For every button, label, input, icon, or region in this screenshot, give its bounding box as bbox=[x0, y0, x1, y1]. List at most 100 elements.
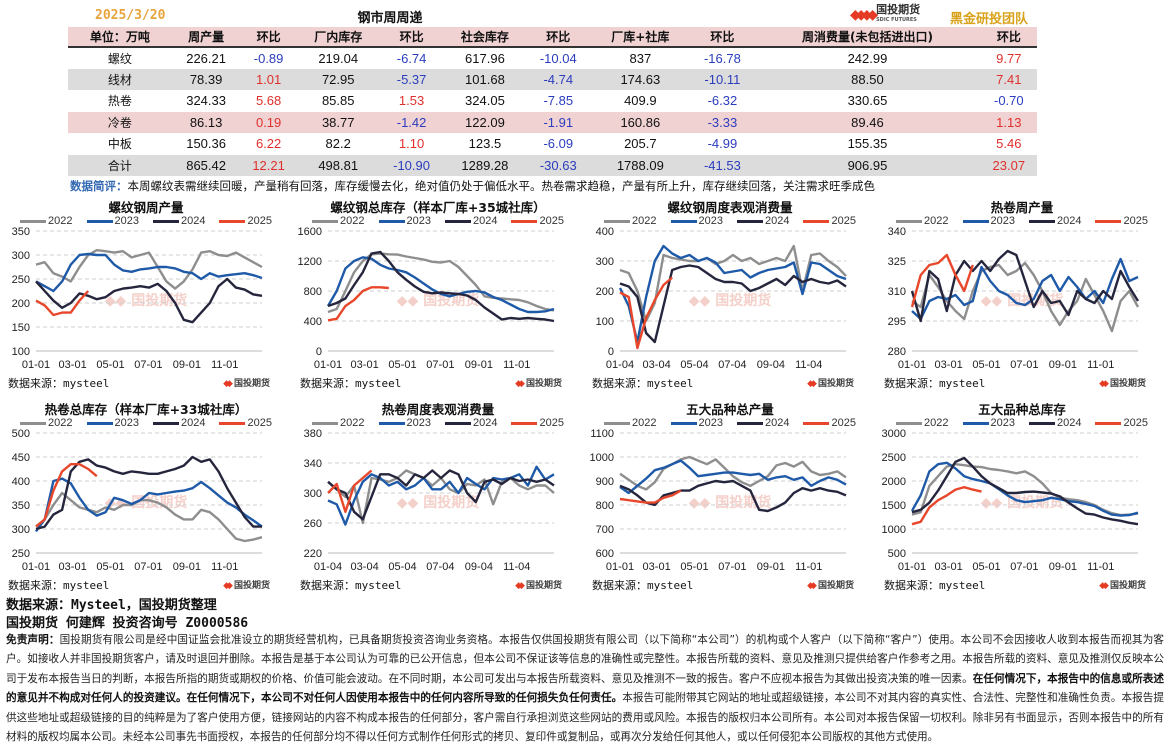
change-cell: -4.99 bbox=[707, 136, 738, 152]
x-tick-label: 03-04 bbox=[643, 359, 671, 371]
legend-label: 2022 bbox=[632, 215, 657, 227]
column-header: 周消费量(未包括进出口) bbox=[754, 27, 981, 48]
x-tick-label: 03-01 bbox=[935, 359, 963, 371]
y-tick-label: 400 bbox=[304, 316, 322, 328]
y-tick-label: 340 bbox=[888, 226, 906, 238]
watermark-logo: ◆◆ 国投期货 bbox=[980, 293, 1064, 309]
legend-label: 2023 bbox=[990, 417, 1015, 429]
value-cell: 1289.28 bbox=[443, 154, 527, 176]
value-cell: 865.42 bbox=[171, 154, 241, 176]
column-header: 环比 bbox=[690, 27, 755, 48]
series-line-2023 bbox=[35, 477, 263, 533]
legend-label: 2024 bbox=[1057, 215, 1082, 227]
y-tick-label: 3000 bbox=[882, 428, 906, 440]
legend-swatch bbox=[378, 421, 405, 425]
x-tick-label: 01-04 bbox=[314, 561, 342, 573]
x-tick-label: 07-01 bbox=[426, 359, 454, 371]
change-cell: -7.85 bbox=[543, 93, 574, 109]
chart-plot: 100 150 200 250 300 350 01-01 03-01 05-01 07-01 09… bbox=[12, 226, 263, 371]
legend-label: 2024 bbox=[1057, 417, 1082, 429]
change-cell: -3.33 bbox=[690, 111, 755, 133]
legend-swatch bbox=[511, 219, 538, 223]
y-tick-label: 310 bbox=[888, 286, 906, 298]
disclaimer-text-1: 国投期货有限公司是经中国证监会批准设立的期货经营机构，已具备期货投资咨询业务资格… bbox=[6, 634, 1164, 685]
x-tick-label: 01-01 bbox=[898, 359, 926, 371]
mini-logo: ◆◆ 国投期货 bbox=[1099, 581, 1146, 591]
value-cell: 86.13 bbox=[171, 111, 241, 133]
y-tick-label: 220 bbox=[304, 548, 322, 560]
change-cell: 5.68 bbox=[255, 93, 282, 109]
line-chart: 热卷总库存（样本厂库+33城社库） 2022 2023 2024 2025 ◆◆ 国投… bbox=[0, 397, 292, 592]
legend-item: 2025 bbox=[803, 417, 856, 429]
x-tick-label: 07-04 bbox=[718, 359, 746, 371]
line-chart: 热卷周产量 2022 2023 2024 2025 ◆◆ 国投期货 数据来源：myst… bbox=[876, 195, 1168, 390]
series-line-2025 bbox=[35, 290, 90, 317]
series-line-2023 bbox=[326, 256, 555, 314]
legend-item: 2022 bbox=[312, 215, 365, 227]
chart-title: 螺纹钢周产量 bbox=[108, 200, 184, 215]
legend-swatch bbox=[1029, 219, 1055, 223]
y-tick-label: 1000 bbox=[590, 452, 614, 464]
value-cell: 174.63 bbox=[590, 68, 691, 90]
legend-swatch bbox=[737, 219, 763, 223]
y-tick-label: 325 bbox=[888, 256, 906, 268]
x-tick-label: 05-01 bbox=[388, 359, 416, 371]
chart-plot: 220 260 300 340 380 01-04 03-04 05-04 07-04 09-04… bbox=[304, 428, 555, 573]
mini-logo: ◆◆ 国投期货 bbox=[807, 581, 854, 591]
chart-source: 数据来源：mysteel bbox=[8, 377, 110, 390]
y-tick-label: 1500 bbox=[882, 500, 906, 512]
x-tick-label: 05-01 bbox=[972, 561, 1000, 573]
series-line-2022 bbox=[35, 249, 263, 290]
chart-source: 数据来源：mysteel bbox=[592, 377, 694, 390]
legend-label: 2023 bbox=[406, 417, 431, 429]
row-name: 螺纹 bbox=[107, 51, 132, 66]
legend-item: 2023 bbox=[962, 215, 1015, 227]
row-name: 热卷 bbox=[107, 94, 132, 109]
mini-logo: ◆◆ 国投期货 bbox=[1099, 379, 1146, 389]
chart-legend: 2022 2023 2024 2025 bbox=[0, 215, 292, 227]
x-tick-label: 09-01 bbox=[757, 561, 785, 573]
legend-item: 2025 bbox=[219, 417, 272, 429]
x-tick-label: 03-01 bbox=[351, 359, 379, 371]
series-line-2025 bbox=[910, 253, 974, 308]
y-tick-label: 300 bbox=[12, 524, 30, 536]
y-tick-label: 280 bbox=[888, 346, 906, 358]
legend-item: 2025 bbox=[511, 417, 564, 429]
legend-label: 2025 bbox=[247, 215, 272, 227]
x-tick-label: 11-04 bbox=[503, 561, 530, 573]
disclaimer: 免责声明：国投期货有限公司是经中国证监会批准设立的期货经营机构，已具备期货投资咨… bbox=[6, 631, 1164, 747]
y-tick-label: 700 bbox=[596, 524, 614, 536]
disclaimer-bold: 在任何情况下，本报告中的信息或所表述的意见并不构成对任何人的投资建议。在任何情况… bbox=[6, 672, 1164, 705]
chart-legend: 2022 2023 2024 2025 bbox=[292, 215, 584, 227]
table-row: 冷卷 86.13 0.19 38.77 -1.42 122.09 -1.91 160.86 -3… bbox=[68, 111, 1037, 133]
disclaimer-text-2: 本报告可能附带其它网站的地址或超级链接，本公司不对其内容的真实性、合法性、完整性… bbox=[6, 692, 1164, 744]
x-tick-label: 01-01 bbox=[606, 561, 634, 573]
line-chart: 热卷周度表观消费量 2022 2023 2024 2025 ◆◆ 国投期货 数据来源：… bbox=[292, 397, 584, 592]
change-cell: 6.22 bbox=[255, 136, 282, 152]
legend-swatch bbox=[153, 421, 179, 425]
series-line-2024 bbox=[327, 250, 555, 323]
value-cell: 242.99 bbox=[847, 50, 888, 66]
data-source: 数据来源：Mysteel，国投期货整理 bbox=[6, 598, 217, 613]
value-cell: 122.09 bbox=[443, 111, 527, 133]
legend-label: 2025 bbox=[1123, 215, 1148, 227]
chart-plot: 0 100 200 300 400 01-04 03-04 05-04 07-04 09-04 11… bbox=[596, 226, 847, 371]
y-tick-label: 200 bbox=[596, 286, 614, 298]
change-cell: 1.10 bbox=[398, 136, 425, 152]
legend-label: 2023 bbox=[406, 215, 431, 227]
line-chart: 螺纹钢总库存（样本厂库+35城社库） 2022 2023 2024 2025 ◆◆ 国… bbox=[292, 195, 584, 390]
report-date: 2025/3/20 bbox=[95, 8, 166, 23]
column-header: 环比 bbox=[379, 27, 444, 48]
legend-item: 2024 bbox=[153, 215, 205, 227]
legend-swatch bbox=[962, 421, 989, 425]
chart-plot: 600 700 800 900 1000 1100 01-01 03-01 05-01 07-01… bbox=[590, 428, 847, 573]
change-cell: 5.46 bbox=[996, 136, 1022, 152]
change-cell: -0.70 bbox=[994, 93, 1024, 109]
legend-swatch bbox=[445, 219, 471, 223]
x-tick-label: 09-01 bbox=[173, 561, 201, 573]
legend-item: 2024 bbox=[1029, 215, 1081, 227]
row-name: 中板 bbox=[107, 137, 132, 152]
table-row: 中板 150.36 6.22 82.2 1.10 123.5 -6.09 205.7 -4.99… bbox=[68, 133, 1037, 155]
row-name: 线材 bbox=[68, 68, 172, 90]
legend-label: 2022 bbox=[924, 417, 949, 429]
